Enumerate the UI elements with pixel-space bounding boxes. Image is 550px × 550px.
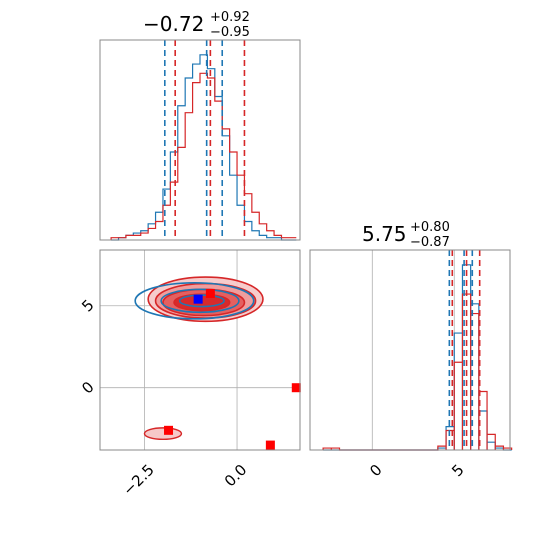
title-1-plus: +0.92 <box>210 10 250 25</box>
joint-y-tick-label-1: 5 <box>78 296 97 315</box>
joint-marker-0 <box>205 288 215 298</box>
joint-marker-4 <box>291 383 301 393</box>
joint-contour-b-0 <box>134 281 255 320</box>
title-param-2: 5.75 +0.80 −0.87 <box>362 220 450 250</box>
joint-y-tick-label-0: 0 <box>78 378 97 397</box>
hist-1-series-a <box>110 72 297 240</box>
joint-contour-b-1 <box>160 288 240 314</box>
joint-outlier-blob <box>143 427 183 441</box>
hist-2-x-tick-label-1: 5 <box>448 461 467 480</box>
title-1-minus: −0.95 <box>210 25 250 40</box>
title-2-plus: +0.80 <box>410 220 450 235</box>
hist-2-series-a <box>322 293 513 451</box>
joint-x-tick-label-1: 0.0 <box>221 461 251 491</box>
title-2-value: 5.75 <box>362 222 407 246</box>
hist-panel-param-1 <box>110 40 297 241</box>
hist-2-frame <box>309 249 511 451</box>
hist-1-series-b <box>111 54 297 241</box>
joint-marker-2 <box>164 425 174 435</box>
hist-2-series-b <box>323 264 512 451</box>
hist-panel-param-2 <box>322 250 513 451</box>
title-2-minus: −0.87 <box>410 235 450 250</box>
joint-marker-3 <box>265 440 275 450</box>
title-param-1: −0.72 +0.92 −0.95 <box>143 10 250 40</box>
hist-1-frame <box>99 39 301 241</box>
tick-labels: 0 5 −2.5 0.0 0 5 <box>78 296 467 499</box>
joint-panel <box>100 250 301 450</box>
hist-2-x-tick-label-0: 0 <box>366 461 385 480</box>
joint-x-tick-label-0: −2.5 <box>119 461 157 499</box>
joint-marker-1 <box>193 294 203 304</box>
title-1-value: −0.72 <box>143 12 204 36</box>
joint-frame <box>99 249 301 451</box>
